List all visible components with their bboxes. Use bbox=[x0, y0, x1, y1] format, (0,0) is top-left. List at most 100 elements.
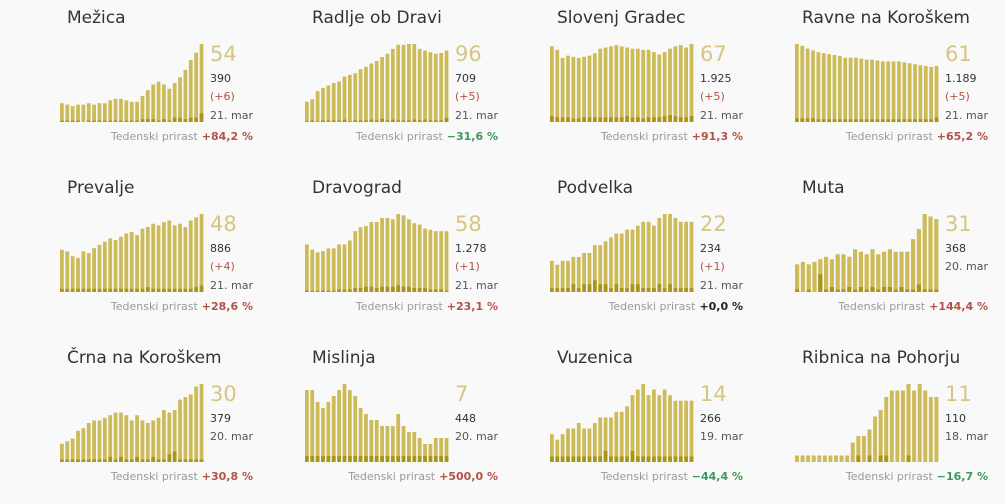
new-cases-bar bbox=[162, 119, 166, 122]
active-cases-bar bbox=[853, 249, 858, 292]
active-cases-bar bbox=[652, 225, 656, 292]
active-cases-bar bbox=[800, 261, 805, 292]
new-cases-bar bbox=[65, 288, 70, 292]
bar-chart bbox=[550, 44, 694, 122]
active-cases-bar bbox=[102, 241, 107, 292]
weekly-growth-value: +23,1 % bbox=[446, 300, 498, 313]
new-cases-bar bbox=[576, 288, 581, 292]
active-cases-bar bbox=[678, 400, 683, 462]
new-cases-bar bbox=[188, 117, 193, 122]
panel-title: Črna na Koroškem bbox=[67, 348, 222, 368]
active-cases-count: 67 bbox=[700, 42, 727, 66]
active-cases-bar bbox=[194, 386, 199, 462]
active-cases-bar bbox=[555, 49, 560, 122]
active-cases-bar bbox=[587, 428, 592, 462]
new-cases-bar bbox=[162, 288, 166, 292]
new-cases-bar bbox=[140, 119, 145, 122]
new-cases-bar bbox=[684, 117, 689, 122]
new-cases-bar bbox=[315, 456, 320, 462]
active-cases-bar bbox=[668, 48, 672, 122]
data-date: 21. mar bbox=[210, 109, 253, 122]
active-cases-count: 61 bbox=[945, 42, 972, 66]
new-cases-bar bbox=[102, 288, 107, 292]
panel-title: Muta bbox=[802, 178, 845, 198]
active-cases-bar bbox=[576, 256, 581, 292]
active-cases-bar bbox=[827, 54, 831, 122]
total-cases-count: 886 bbox=[210, 242, 231, 255]
new-cases-bar bbox=[609, 288, 613, 292]
new-cases-bar bbox=[876, 289, 881, 292]
new-cases-bar bbox=[331, 290, 336, 292]
active-cases-bar bbox=[385, 426, 390, 462]
new-cases-bar bbox=[678, 288, 683, 292]
weekly-growth: Tedenski prirast +30,8 % bbox=[111, 470, 253, 483]
new-cases-bar bbox=[156, 288, 161, 292]
active-cases-bar bbox=[423, 228, 427, 292]
active-cases-bar bbox=[576, 57, 581, 122]
active-cases-bar bbox=[673, 46, 678, 122]
new-cases-bar bbox=[576, 118, 581, 122]
active-cases-bar bbox=[342, 244, 347, 292]
active-cases-bar bbox=[917, 384, 922, 462]
active-cases-bar bbox=[396, 44, 401, 122]
new-cases-bar bbox=[893, 289, 898, 292]
new-cases-bar bbox=[113, 120, 118, 122]
new-cases-bar bbox=[108, 288, 113, 292]
active-cases-bar bbox=[76, 257, 80, 292]
new-cases-bar bbox=[119, 120, 123, 122]
new-cases-bar bbox=[433, 120, 438, 122]
new-cases-bar bbox=[922, 289, 927, 292]
active-cases-bar bbox=[609, 237, 613, 292]
new-cases-bar bbox=[635, 117, 640, 122]
active-cases-bar bbox=[364, 225, 368, 292]
total-cases-count: 266 bbox=[700, 412, 721, 425]
new-cases-bar bbox=[592, 456, 597, 462]
new-cases-bar bbox=[678, 117, 683, 122]
active-cases-bar bbox=[576, 423, 581, 462]
new-cases-bar bbox=[646, 117, 651, 122]
new-cases-bar bbox=[358, 456, 363, 462]
active-cases-bar bbox=[199, 384, 204, 462]
new-cases-bar bbox=[673, 288, 678, 292]
active-cases-bar bbox=[906, 384, 911, 462]
new-cases-bar bbox=[897, 119, 901, 122]
bar-chart bbox=[795, 44, 939, 122]
new-cases-bar bbox=[673, 456, 678, 462]
new-cases-bar bbox=[374, 288, 379, 292]
weekly-growth-label: Tedenski prirast bbox=[608, 300, 696, 313]
active-cases-bar bbox=[315, 252, 320, 292]
active-cases-bar bbox=[832, 55, 837, 122]
active-cases-bar bbox=[854, 57, 858, 122]
total-cases-count: 110 bbox=[945, 412, 966, 425]
new-cases-bar bbox=[86, 120, 91, 122]
panel-title: Slovenj Gradec bbox=[557, 8, 686, 28]
new-cases-bar bbox=[81, 459, 86, 462]
active-cases-bar bbox=[668, 214, 672, 292]
new-cases-bar bbox=[625, 456, 629, 462]
new-cases-bar bbox=[407, 286, 411, 292]
active-cases-bar bbox=[867, 429, 872, 462]
active-cases-bar bbox=[70, 438, 75, 462]
active-cases-bar bbox=[870, 249, 875, 292]
new-cases-bar bbox=[571, 118, 576, 122]
active-cases-bar bbox=[347, 74, 352, 122]
active-cases-bar bbox=[108, 238, 113, 292]
weekly-growth: Tedenski prirast −16,7 % bbox=[846, 470, 988, 483]
active-cases-bar bbox=[70, 106, 75, 122]
new-cases-bar bbox=[92, 459, 96, 462]
new-cases-bar bbox=[102, 120, 107, 122]
weekly-growth: Tedenski prirast +144,4 % bbox=[838, 300, 988, 313]
new-cases-bar bbox=[183, 119, 188, 122]
new-cases-bar bbox=[156, 459, 161, 462]
active-cases-bar bbox=[635, 48, 640, 122]
new-cases-bar bbox=[566, 456, 570, 462]
active-cases-bar bbox=[342, 76, 347, 122]
new-cases-bar bbox=[630, 450, 635, 462]
active-cases-bar bbox=[167, 220, 172, 292]
weekly-growth: Tedenski prirast +0,0 % bbox=[609, 300, 743, 313]
active-cases-bar bbox=[630, 48, 635, 122]
active-cases-bar bbox=[444, 231, 449, 292]
new-cases-bar bbox=[423, 288, 427, 292]
active-cases-bar bbox=[848, 57, 853, 122]
active-cases-bar bbox=[76, 104, 80, 122]
